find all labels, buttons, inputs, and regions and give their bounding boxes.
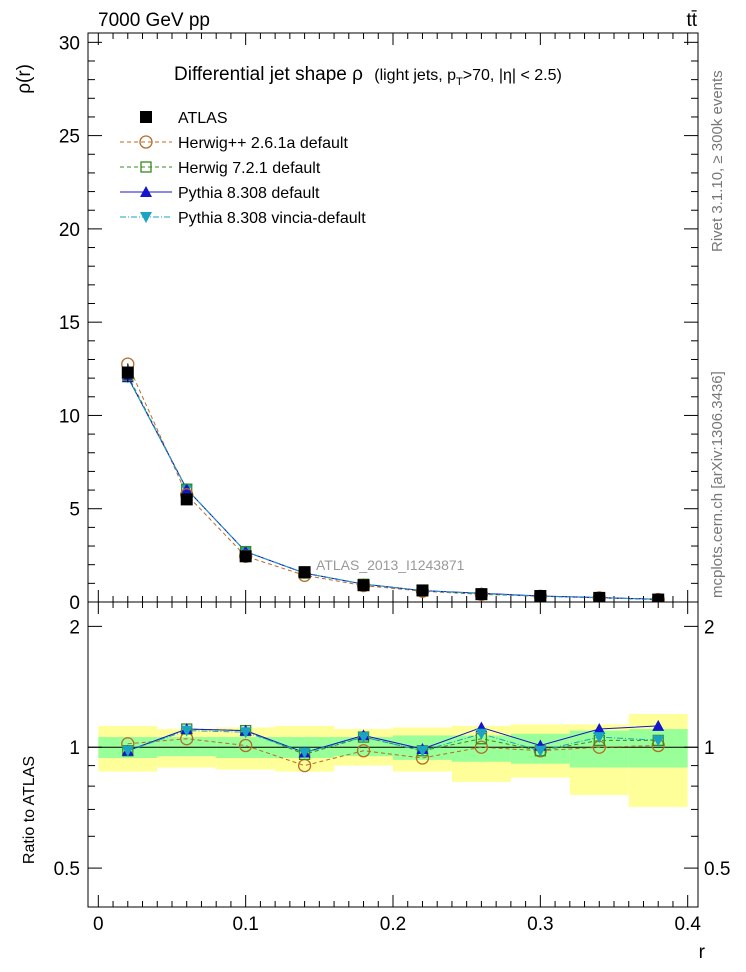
header-right: tt̄ (686, 10, 697, 31)
x-tick-label: 0.3 (527, 914, 553, 935)
legend-marker (140, 186, 152, 197)
ratio-point (298, 747, 311, 759)
legend-marker (140, 111, 152, 123)
title-cond-b: >70, |η| < 2.5) (463, 67, 562, 84)
ratio-point (356, 744, 371, 758)
ratio-point (474, 740, 489, 754)
y-axis-label: ρ(r) (14, 64, 35, 94)
ratio-series (121, 719, 665, 773)
ratio-y-tick-label: 2 (69, 617, 80, 638)
ratio-point (180, 725, 193, 737)
main-panel (87, 32, 699, 603)
main-series (121, 357, 665, 602)
x-axis-label: r (699, 942, 706, 963)
ratio-point (652, 735, 665, 747)
data-point (652, 593, 665, 602)
legend-label: ATLAS (178, 110, 228, 127)
ratio-line-1 (127, 738, 659, 767)
ratio-point (239, 727, 252, 739)
ratio-y-tick-label-right: 0.5 (704, 859, 730, 880)
data-point (239, 550, 252, 563)
ratio-point (652, 719, 665, 731)
x-tick-label: 0 (93, 914, 104, 935)
ratio-point (121, 745, 134, 757)
ratio-panel (88, 713, 698, 807)
ratio-point (593, 723, 606, 735)
x-tick-label: 0.4 (674, 914, 701, 935)
ratio-point (239, 738, 253, 753)
legend-label: Pythia 8.308 default (178, 185, 320, 202)
data-point (121, 366, 134, 379)
series-line-4 (127, 376, 659, 600)
data-point (357, 579, 370, 592)
data-point (416, 584, 429, 597)
ratio-axes: 0.5 0.5 1 1 2 2 0 0.1 0.2 0.3 0.4 (54, 601, 730, 935)
ratio-point (475, 728, 488, 740)
x-tick-label: 0.2 (380, 914, 406, 935)
legend-marker (140, 161, 152, 173)
y-tick-label: 15 (59, 313, 80, 334)
mcplots-label: mcplots.cern.ch [arXiv:1306.3436] (709, 371, 726, 598)
main-axes: 0 5 10 15 20 25 30 (59, 33, 698, 614)
x-tick-label: 0.1 (232, 914, 258, 935)
ratio-y-tick-label-right: 1 (704, 738, 715, 759)
ratio-y-axis-label: Ratio to ATLAS (21, 756, 38, 864)
title-cond-a: (light jets, p (374, 67, 456, 84)
legend-label: Herwig++ 2.6.1a default (178, 135, 348, 152)
chart-title: Differential jet shape ρ (light jets, pT… (174, 64, 562, 88)
ratio-point (534, 745, 547, 757)
data-point (180, 493, 193, 506)
ratio-point (593, 732, 606, 744)
y-tick-label: 25 (59, 127, 80, 148)
ratio-y-tick-label: 1 (69, 738, 80, 759)
data-point (593, 591, 606, 602)
y-tick-label: 5 (69, 500, 80, 521)
main-frame (87, 32, 699, 603)
y-tick-label: 10 (59, 406, 80, 427)
y-tick-label: 20 (59, 220, 80, 241)
data-point (534, 590, 547, 602)
rivet-label: Rivet 3.1.10, ≥ 300k events (709, 70, 726, 252)
legend-marker (140, 212, 152, 223)
legend-label: Pythia 8.308 vincia-default (178, 210, 366, 227)
header-left: 7000 GeV pp (98, 10, 210, 31)
watermark: ATLAS_2013_I1243871 (316, 557, 465, 573)
legend: ATLAS Herwig++ 2.6.1a default Herwig 7.2.1… (120, 110, 366, 227)
legend-label: Herwig 7.2.1 default (178, 160, 321, 177)
ratio-y-tick-label: 0.5 (54, 859, 80, 880)
ratio-point (416, 745, 429, 757)
ratio-y-tick-label-right: 2 (704, 617, 715, 638)
uncertainty-band-inner (157, 737, 217, 757)
y-tick-label: 30 (59, 33, 80, 54)
data-point (298, 566, 311, 579)
title-cond-sub: T (456, 76, 463, 88)
ratio-point (357, 732, 370, 744)
legend-marker (139, 135, 153, 149)
y-tick-label: 0 (69, 593, 80, 614)
data-point (475, 588, 488, 601)
ratio-line-4 (127, 730, 659, 754)
ratio-line-3 (127, 725, 659, 754)
